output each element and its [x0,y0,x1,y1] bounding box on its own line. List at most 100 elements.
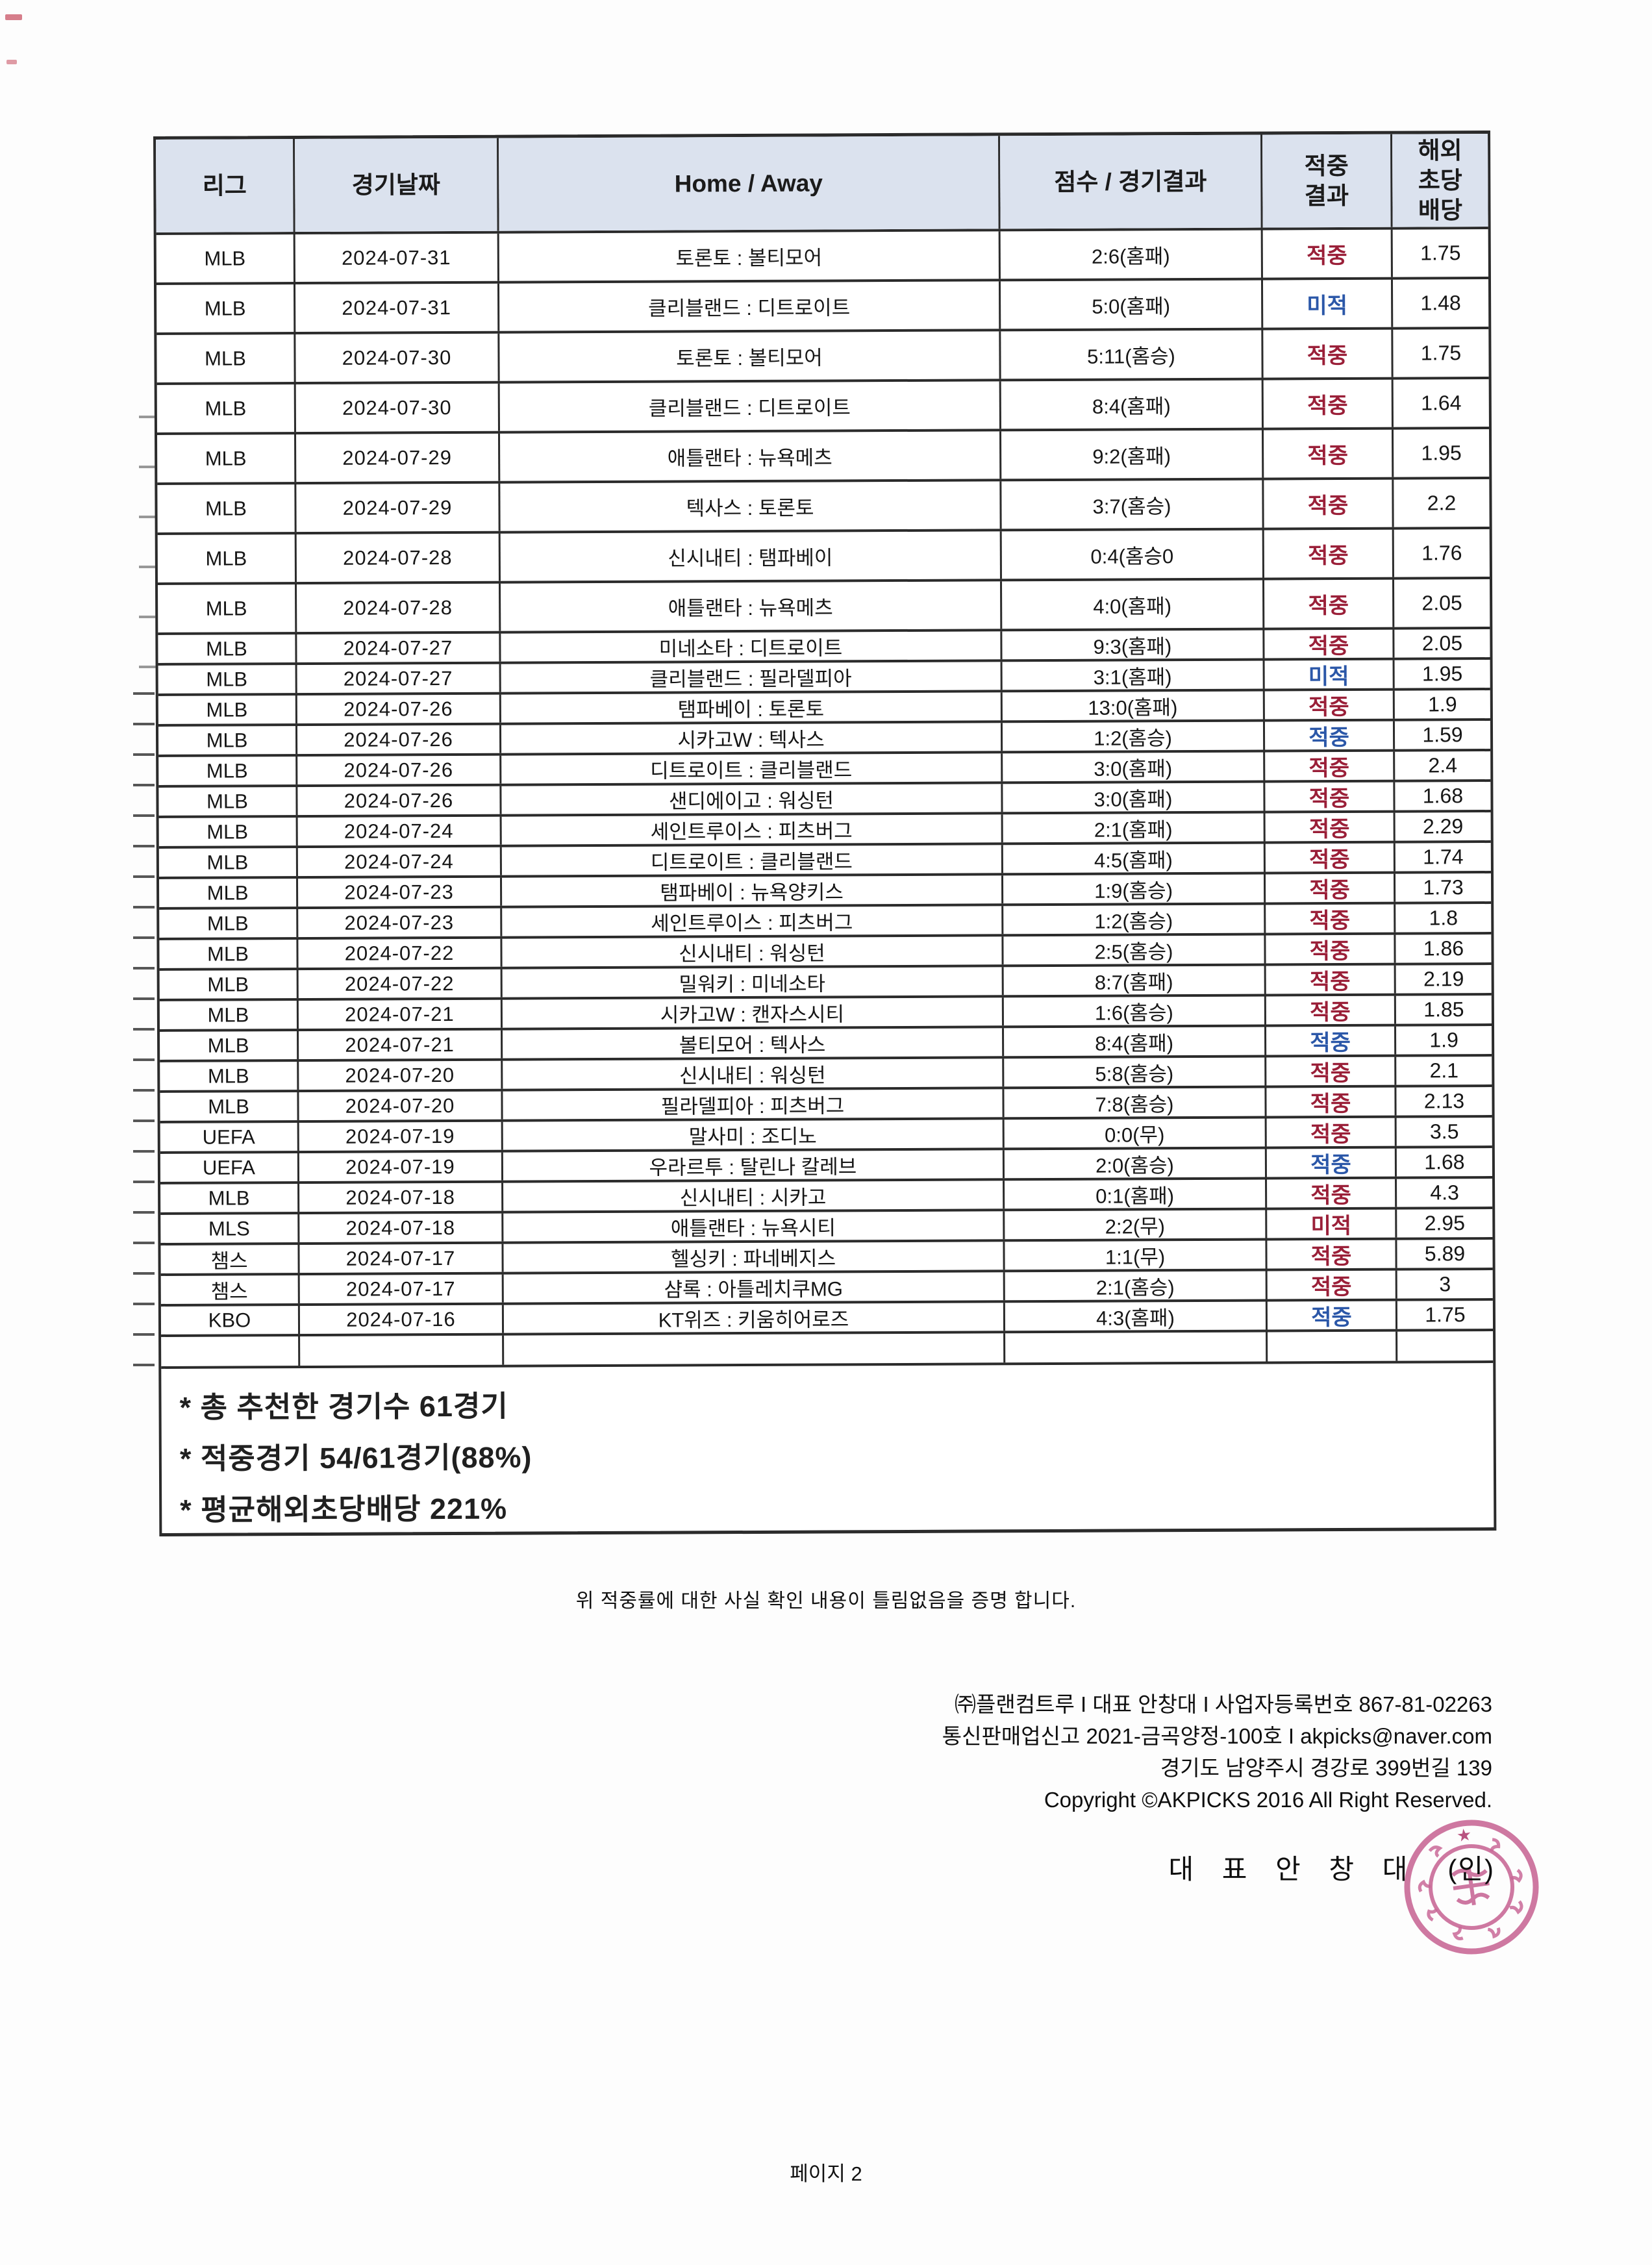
cell-date: 2024-07-31 [295,233,499,282]
cell-league: 챔스 [160,1275,300,1304]
cell-odds: 3 [1439,1272,1451,1296]
cell-league: MLB [159,970,299,999]
cell-score: 0:1(홈패) [1005,1179,1268,1209]
cell-result: 적중 [1264,721,1395,750]
company-info: ㈜플랜컴트루 I 대표 안창대 I 사업자등록번호 867-81-02263 통… [942,1688,1492,1816]
cell-odds: 1.73 [1423,875,1464,899]
cell-odds: 2.1 [1429,1058,1459,1082]
cell-score: 5:11(홈승) [1001,330,1264,379]
cell-league: UEFA [160,1123,299,1151]
cell-odds: 1.75 [1420,241,1461,265]
cell-odds: 4.3 [1430,1181,1459,1205]
cell-score: 2:1(홈패) [1003,813,1266,843]
cell-league: MLB [160,1031,299,1060]
cell-score: 5:8(홈승) [1004,1057,1267,1087]
cell-score: 1:1(무) [1005,1240,1268,1270]
cell-result: 적중 [1267,1301,1398,1330]
cell-score [1005,1332,1268,1363]
cell-date: 2024-07-21 [299,1030,503,1060]
cell-score: 4:5(홈패) [1003,844,1266,873]
cell-result: 적중 [1266,995,1396,1025]
cell-result: 적중 [1266,1118,1397,1147]
cell-score: 8:4(홈패) [1004,1027,1267,1057]
cell-date: 2024-07-26 [297,725,502,755]
cell-match: 탬파베이 : 뉴욕양키스 [501,875,1004,906]
cell-result: 적중 [1264,529,1394,578]
cell-league: UEFA [160,1153,300,1182]
cell-score: 3:7(홈승) [1001,480,1264,529]
table-header-row: 리그 경기날짜 Home / Away 점수 / 경기결과 적중 결과 해외 초당 배당 [156,134,1488,235]
cell-odds: 1.76 [1421,541,1462,565]
cell-date: 2024-07-19 [299,1152,504,1182]
header-label-line: 경기날짜 [351,171,440,199]
cell-league: MLB [157,434,297,482]
cell-odds: 2.05 [1421,591,1462,615]
cell-match: 애틀랜타 : 뉴욕메츠 [500,431,1002,481]
cell-league: MLB [160,1092,299,1121]
header-label-line: 배당 [1418,196,1463,224]
cell-result: 미적 [1264,660,1395,689]
cell-date: 2024-07-27 [297,633,501,663]
cell-league: MLB [158,818,298,846]
cell-match: 신시내티 : 탬파베이 [500,531,1002,581]
cell-odds: 2.95 [1424,1211,1466,1235]
cell-match: 신시내티 : 워싱턴 [502,936,1004,967]
cell-result: 적중 [1267,1270,1397,1299]
header-hit-result: 적중 결과 [1262,134,1393,228]
cell-odds: 1.74 [1423,845,1464,869]
cell-score: 3:1(홈패) [1002,660,1265,690]
header-label-line: 점수 / 경기결과 [1054,168,1207,195]
cell-result: 적중 [1266,1026,1397,1055]
cell-league: MLB [159,940,299,968]
summary-line: * 총 추천한 경기수 61경기 [179,1389,508,1424]
cell-league: MLB [159,1001,299,1029]
cell-date: 2024-07-22 [298,938,503,968]
table-scan-wrapper: 리그 경기날짜 Home / Away 점수 / 경기결과 적중 결과 해외 초당 배당 MLB 2… [153,131,1497,1536]
table-row: MLB 2024-07-28 신시내티 : 탬파베이 0:4(홈승0 적중 1.76 [157,529,1490,585]
header-overseas-odds: 해외 초당 배당 [1392,134,1488,227]
cell-odds: 1.68 [1424,1150,1465,1174]
cell-match: 시카고W : 캔자스시티 [502,997,1004,1028]
cell-odds: 1.8 [1429,906,1458,930]
seal-label: (인) [1447,1854,1495,1884]
cell-match: 토론토 : 볼티모어 [499,231,1001,281]
cell-odds: 2.4 [1428,753,1458,777]
cell-odds: 2.2 [1427,491,1457,515]
table-row: MLB 2024-07-30 토론토 : 볼티모어 5:11(홈승) 적중 1.75 [156,329,1489,385]
cell-date: 2024-07-26 [297,755,502,785]
cell-date: 2024-07-26 [297,694,501,724]
cell-result: 미적 [1267,1209,1397,1238]
cell-date: 2024-07-30 [295,383,500,432]
cell-score: 4:3(홈패) [1005,1301,1268,1331]
cell-date: 2024-07-20 [299,1091,503,1121]
cell-match [504,1333,1006,1365]
header-home-away: Home / Away [499,136,1001,231]
cell-match: 클리블랜드 : 필라델피아 [501,662,1003,692]
cell-odds: 1.75 [1420,341,1462,365]
cell-score: 0:4(홈승0 [1001,530,1264,579]
cell-odds: 1.75 [1425,1303,1466,1327]
page-number: 페이지 2 [790,2162,862,2185]
cell-odds: 2.05 [1421,631,1463,655]
cell-league [161,1336,301,1366]
table-row: MLB 2024-07-29 애틀랜타 : 뉴욕메츠 9:2(홈패) 적중 1.95 [157,429,1490,485]
cell-score: 1:2(홈승) [1002,721,1266,751]
header-league: 리그 [156,139,295,232]
cell-odds: 2.13 [1423,1089,1465,1113]
cell-match: KT위즈 : 키움히어로즈 [503,1303,1006,1333]
cell-match: 필라델피아 : 피츠버그 [503,1089,1005,1120]
cell-result: 적중 [1265,751,1395,781]
cell-score: 1:2(홈승) [1003,905,1266,934]
cell-odds: 3.5 [1429,1120,1459,1144]
cell-result: 적중 [1263,379,1394,428]
cell-league: MLB [158,584,297,632]
table-row: MLB 2024-07-29 텍사스 : 토론토 3:7(홈승) 적중 2.2 [157,479,1490,535]
header-label-line: 해외 [1418,136,1462,164]
cell-match: 샌디에이고 : 워싱턴 [501,784,1003,814]
cell-date: 2024-07-23 [297,877,503,907]
cell-date: 2024-07-17 [299,1244,504,1273]
cell-league: MLB [156,334,296,382]
table-row: MLB 2024-07-28 애틀랜타 : 뉴욕메츠 4:0(홈패) 적중 2.05 [158,579,1490,635]
cell-match: 시카고W : 텍사스 [501,723,1003,753]
cell-match: 말사미 : 조디노 [503,1120,1005,1150]
